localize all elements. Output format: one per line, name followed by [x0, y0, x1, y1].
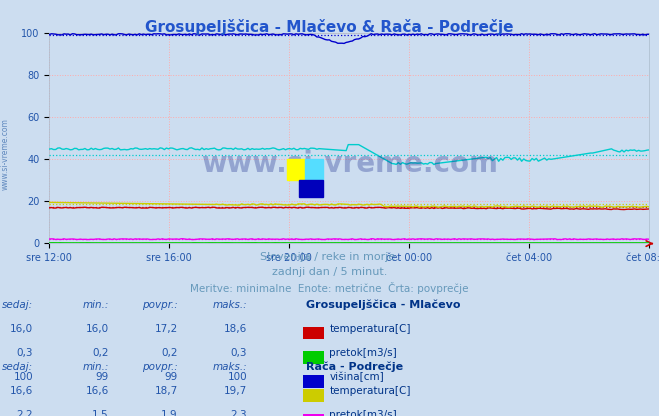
Text: Rača - Podrečje: Rača - Podrečje: [306, 362, 403, 372]
Text: višina[cm]: višina[cm]: [330, 372, 384, 382]
Text: 99: 99: [96, 372, 109, 382]
Text: 0,2: 0,2: [161, 348, 178, 358]
Text: 100: 100: [13, 372, 33, 382]
Text: www.si-vreme.com: www.si-vreme.com: [201, 149, 498, 178]
Text: 18,7: 18,7: [155, 386, 178, 396]
Text: 16,0: 16,0: [86, 324, 109, 334]
Text: 17,2: 17,2: [155, 324, 178, 334]
Text: temperatura[C]: temperatura[C]: [330, 386, 411, 396]
Text: 19,7: 19,7: [224, 386, 247, 396]
Text: sedaj:: sedaj:: [2, 362, 33, 372]
Text: www.si-vreme.com: www.si-vreme.com: [1, 118, 10, 190]
Text: povpr.:: povpr.:: [142, 300, 178, 310]
Text: temperatura[C]: temperatura[C]: [330, 324, 411, 334]
Text: Grosupeljščica - Mlačevo: Grosupeljščica - Mlačevo: [306, 300, 461, 310]
Bar: [304, 159, 323, 180]
Text: 100: 100: [227, 372, 247, 382]
Text: Grosupeljščica - Mlačevo & Rača - Podrečje: Grosupeljščica - Mlačevo & Rača - Podreč…: [145, 19, 514, 35]
Text: 1,9: 1,9: [161, 410, 178, 416]
Text: min.:: min.:: [82, 362, 109, 372]
Text: 1,5: 1,5: [92, 410, 109, 416]
Text: pretok[m3/s]: pretok[m3/s]: [330, 410, 397, 416]
Text: 0,3: 0,3: [16, 348, 33, 358]
Text: Slovenija / reke in morje.: Slovenija / reke in morje.: [260, 252, 399, 262]
Text: pretok[m3/s]: pretok[m3/s]: [330, 348, 397, 358]
Bar: [299, 180, 323, 197]
Text: 16,0: 16,0: [10, 324, 33, 334]
Text: maks.:: maks.:: [212, 362, 247, 372]
Text: min.:: min.:: [82, 300, 109, 310]
Text: povpr.:: povpr.:: [142, 362, 178, 372]
Text: 0,3: 0,3: [231, 348, 247, 358]
Text: 16,6: 16,6: [10, 386, 33, 396]
Text: 0,2: 0,2: [92, 348, 109, 358]
Text: sedaj:: sedaj:: [2, 300, 33, 310]
Text: 18,6: 18,6: [224, 324, 247, 334]
Text: 16,6: 16,6: [86, 386, 109, 396]
Text: maks.:: maks.:: [212, 300, 247, 310]
Text: 2,3: 2,3: [231, 410, 247, 416]
Text: 99: 99: [165, 372, 178, 382]
Text: zadnji dan / 5 minut.: zadnji dan / 5 minut.: [272, 267, 387, 277]
Text: Meritve: minimalne  Enote: metrične  Črta: povprečje: Meritve: minimalne Enote: metrične Črta:…: [190, 282, 469, 295]
Bar: [287, 159, 304, 180]
Text: 2,2: 2,2: [16, 410, 33, 416]
